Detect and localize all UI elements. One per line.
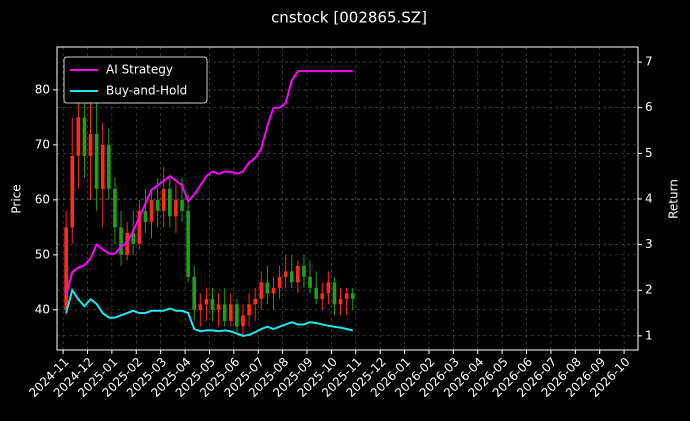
candle-body: [82, 117, 87, 156]
candle-body: [296, 265, 300, 283]
candle-body: [320, 293, 325, 299]
candle-body: [198, 304, 203, 310]
candle-body: [228, 304, 233, 321]
y2-axis-label: Return: [667, 179, 681, 219]
candle-body: [186, 210, 190, 277]
y2-tick-label: 1: [645, 328, 653, 342]
candle-body: [119, 227, 123, 255]
candle-body: [192, 276, 197, 310]
candle-body: [216, 304, 221, 310]
y2-tick-label: 5: [645, 146, 653, 160]
candle-body: [76, 117, 81, 156]
series-line: [65, 287, 353, 337]
plot-frame: [56, 46, 639, 351]
candle-body: [344, 293, 349, 299]
candle-body: [302, 265, 306, 277]
candle-body: [222, 304, 227, 321]
candle-body: [131, 232, 136, 244]
y2-tick-label: 7: [645, 55, 653, 69]
candle-body: [149, 199, 154, 222]
candle-body: [271, 287, 276, 294]
candle-body: [247, 304, 251, 316]
candle-body: [338, 298, 343, 305]
candle-body: [167, 188, 172, 217]
series-line: [65, 70, 353, 296]
candle-body: [332, 282, 337, 305]
legend-label: Buy-and-Hold: [106, 84, 187, 98]
legend-label: AI Strategy: [106, 63, 173, 77]
candle-body: [174, 199, 178, 217]
candle-body: [210, 298, 215, 310]
candle-body: [100, 144, 105, 189]
y2-tick-label: 6: [645, 100, 653, 114]
chart-title: cnstock [002865.SZ]: [271, 9, 427, 27]
candle-body: [259, 282, 264, 299]
candle-body: [283, 271, 288, 277]
y-tick-label: 50: [35, 247, 50, 261]
candle-body: [161, 188, 166, 211]
candle-body: [235, 304, 239, 327]
y-tick-label: 80: [35, 82, 50, 96]
candle-body: [125, 232, 129, 255]
legend-box: [63, 56, 208, 104]
candle-body: [241, 315, 245, 327]
candle-body: [350, 293, 355, 299]
candle-body: [137, 210, 142, 244]
candle-body: [308, 276, 312, 288]
candle-body: [204, 298, 209, 305]
candle-body: [253, 298, 258, 305]
candle-body: [143, 210, 148, 222]
candle-body: [107, 144, 111, 189]
y-tick-label: 70: [35, 137, 50, 151]
candle-body: [314, 287, 318, 299]
y-tick-label: 40: [35, 302, 50, 316]
candle-body: [64, 227, 68, 310]
candle-body: [94, 133, 99, 189]
candle-body: [265, 282, 270, 294]
candle-body: [155, 199, 160, 211]
y-axis-label: Price: [10, 184, 24, 213]
y2-tick-label: 2: [645, 283, 653, 297]
candle-body: [277, 276, 282, 288]
candle-body: [70, 155, 75, 228]
y-tick-label: 60: [35, 192, 50, 206]
y2-tick-label: 3: [645, 237, 653, 251]
candle-body: [113, 188, 117, 228]
candle-body: [326, 282, 331, 294]
candle-body: [88, 133, 93, 156]
candle-body: [289, 271, 294, 283]
y2-tick-label: 4: [645, 191, 653, 205]
candle-body: [180, 199, 184, 211]
